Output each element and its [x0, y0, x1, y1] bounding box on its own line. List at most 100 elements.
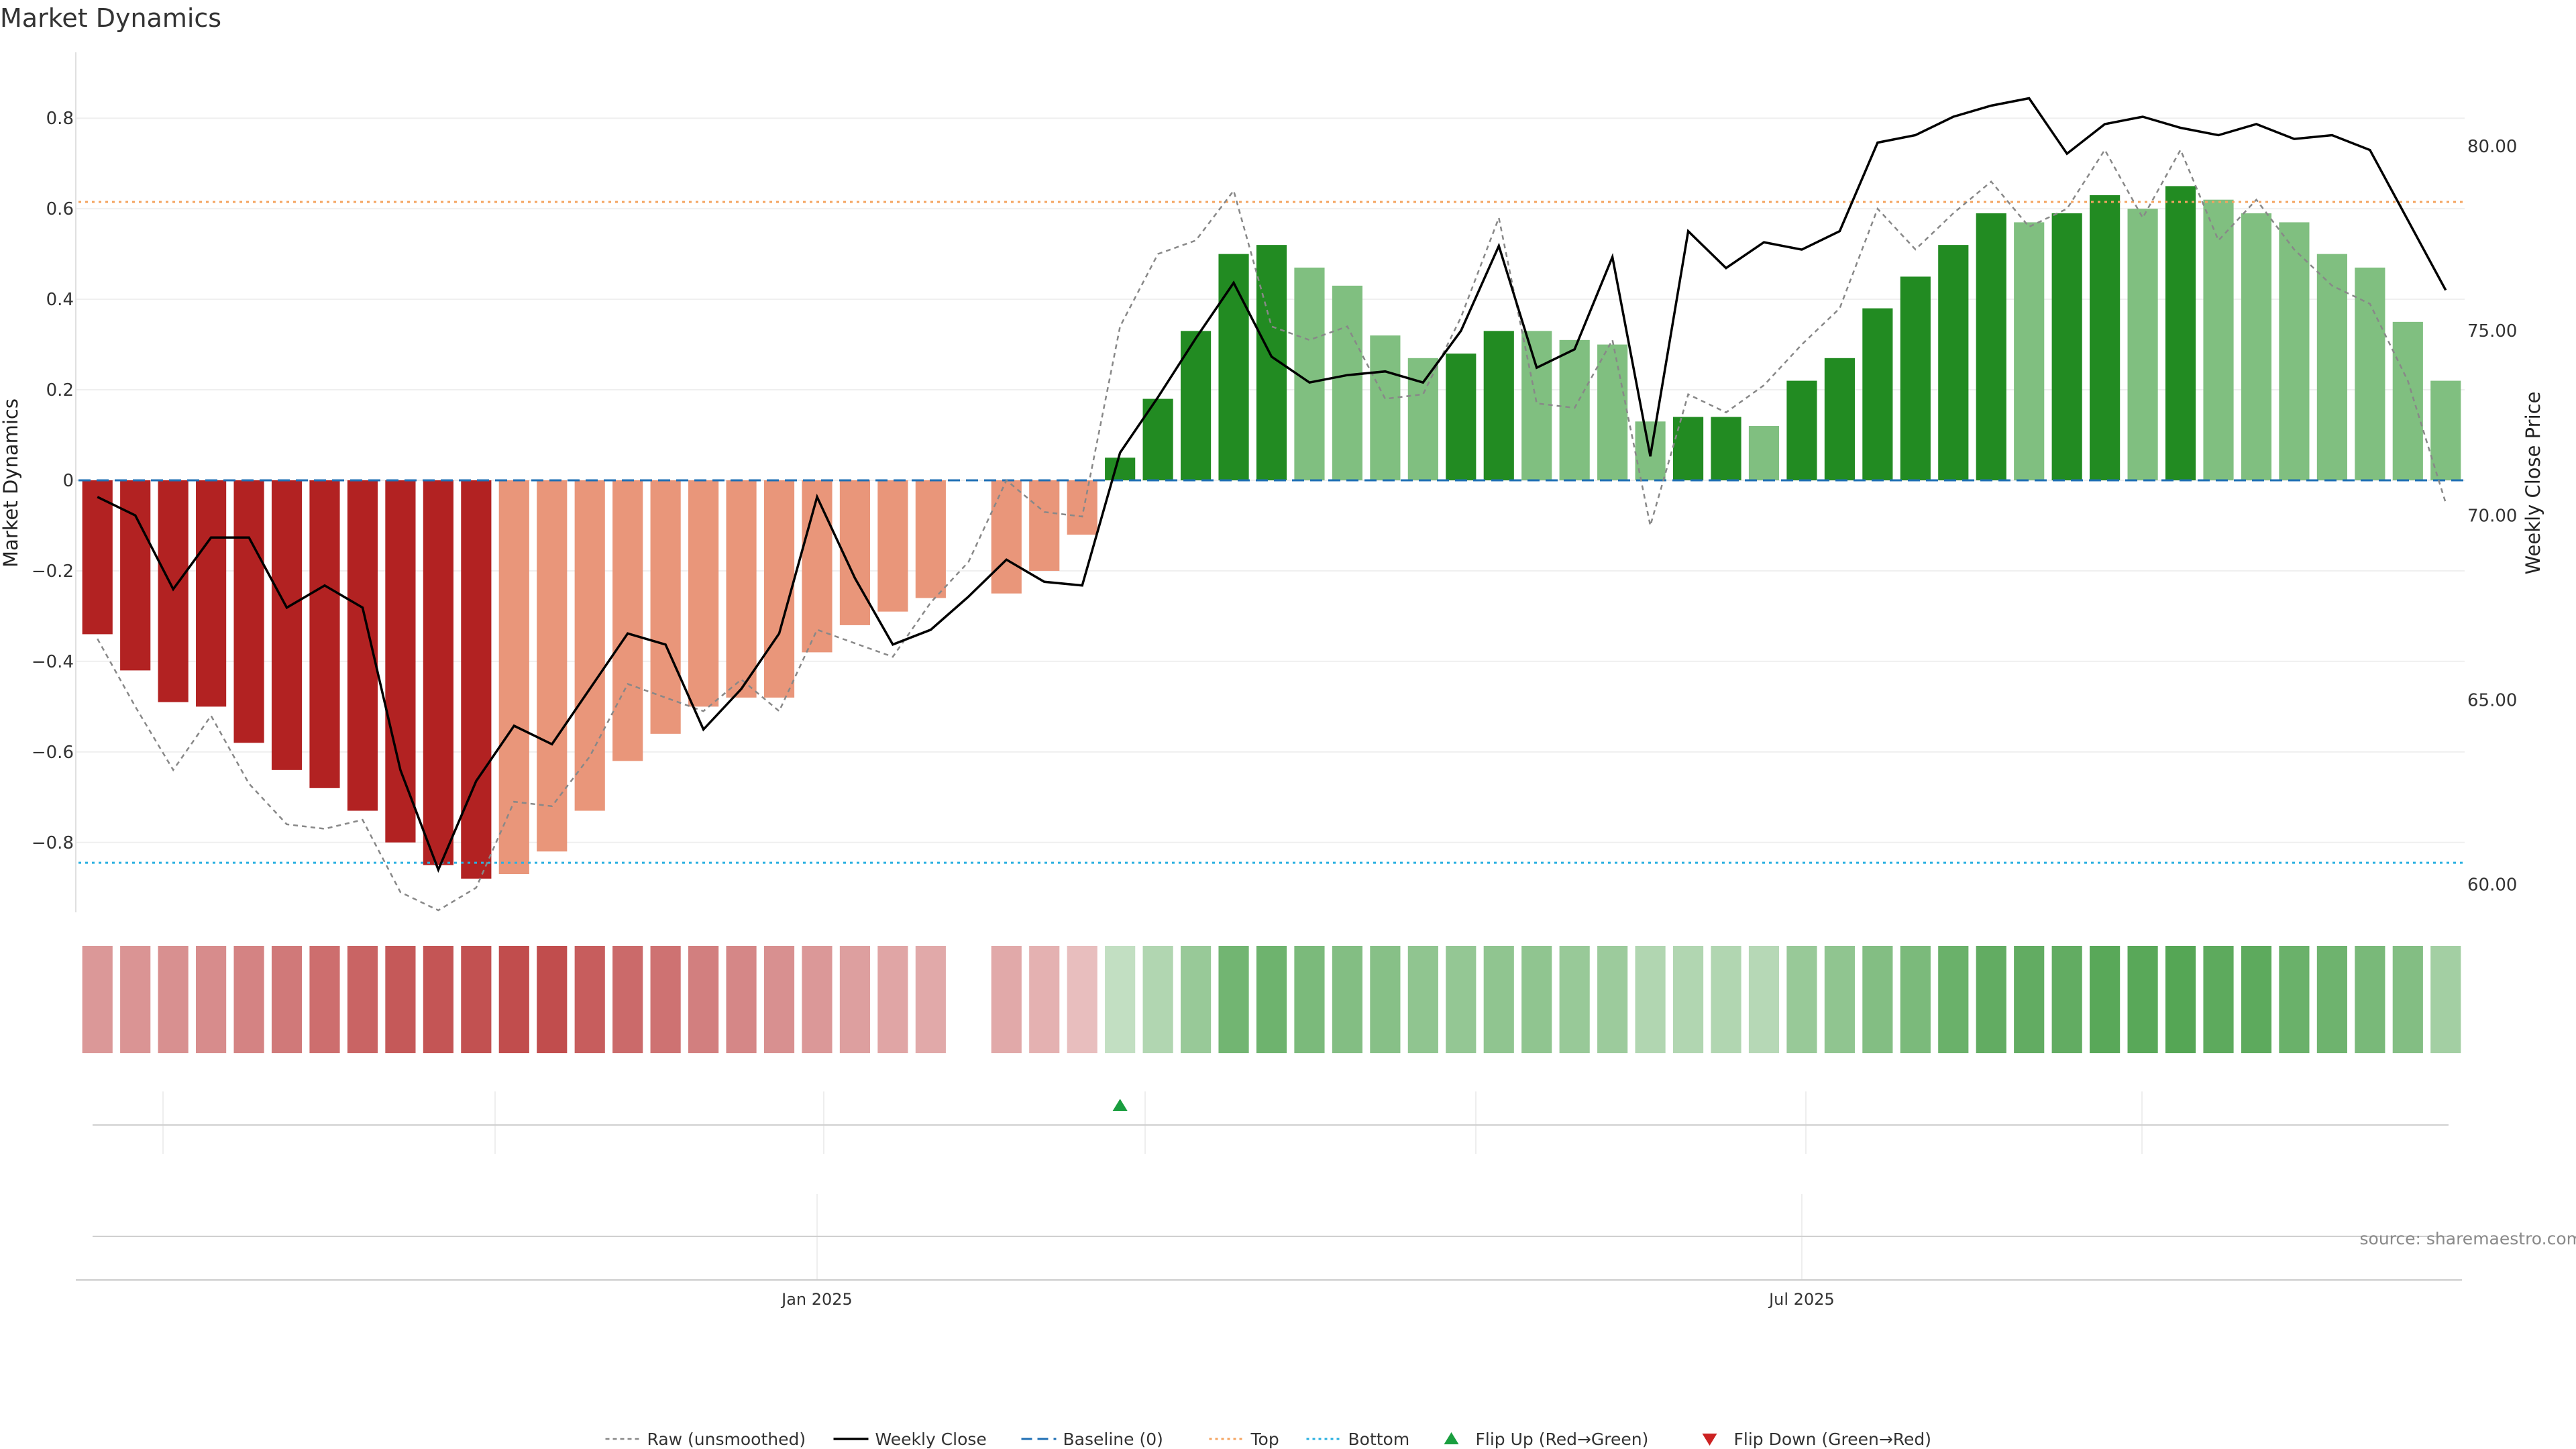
heat-strip-cell — [2316, 946, 2347, 1053]
y2-tick-label: 75.00 — [2467, 321, 2517, 341]
heat-strip-cell — [1218, 946, 1249, 1053]
heat-strip-cell — [726, 946, 757, 1053]
heat-strip-cell — [2392, 946, 2423, 1053]
flip-marker-panel — [93, 1091, 2449, 1154]
heat-strip-cell — [385, 946, 416, 1053]
heat-strip-cell — [1067, 946, 1097, 1053]
heat-strip-cell — [158, 946, 189, 1053]
heat-strip-cell — [271, 946, 303, 1053]
heat-strip-cell — [347, 946, 378, 1053]
market-dynamics-bar — [1407, 358, 1438, 480]
y-axis-right-ticks: 80.00 75.00 70.00 65.00 60.00 — [2467, 137, 2517, 895]
heat-strip-cell — [309, 946, 340, 1053]
y-tick-label: 0.8 — [46, 109, 74, 129]
market-dynamics-bar — [2127, 209, 2158, 480]
y2-tick-label: 80.00 — [2467, 137, 2517, 157]
y-tick-label: 0.6 — [46, 199, 74, 219]
market-dynamics-bar — [612, 480, 643, 761]
market-dynamics-bar — [1672, 417, 1704, 480]
time-axis-panel: Jan 2025 Jul 2025 — [76, 1194, 2462, 1309]
market-dynamics-bar — [726, 480, 757, 698]
market-dynamics-bar — [2051, 213, 2082, 480]
heat-strip-cell — [802, 946, 833, 1053]
heat-strip-cell — [1711, 946, 1741, 1053]
market-dynamics-bar — [763, 480, 795, 698]
main-panel: 0.8 0.6 0.4 0.2 0 −0.2 −0.4 −0.6 −0.8 80.00 75.00… — [0, 52, 2544, 912]
market-dynamics-bar — [1218, 254, 1249, 480]
market-dynamics-bar — [1862, 308, 1893, 480]
heat-strip-cell — [1256, 946, 1287, 1053]
heat-strip-cell — [1559, 946, 1590, 1053]
market-dynamics-bar — [2203, 199, 2234, 480]
heat-strip-cell — [574, 946, 605, 1053]
heat-strip-cell — [612, 946, 643, 1053]
market-dynamics-bar — [688, 480, 719, 707]
heat-strip-cell — [1748, 946, 1780, 1053]
market-dynamics-bar — [1332, 285, 1363, 480]
heat-strip-cell — [915, 946, 946, 1053]
heat-strip-cell — [498, 946, 529, 1053]
heat-strip-cell — [991, 946, 1022, 1053]
x-tick-label: Jan 2025 — [780, 1290, 853, 1309]
market-dynamics-bar — [537, 480, 568, 852]
heat-strip-cell — [537, 946, 568, 1053]
legend-flip-up-icon — [1444, 1432, 1459, 1444]
market-dynamics-bar — [196, 480, 227, 707]
heat-strip-cell — [1786, 946, 1817, 1053]
market-dynamics-bar — [2165, 186, 2196, 480]
y-tick-label: 0.2 — [46, 380, 74, 400]
heat-strip-cell — [2241, 946, 2272, 1053]
heat-strip-cell — [1105, 946, 1136, 1053]
y-tick-label: −0.6 — [32, 743, 74, 763]
heat-strip-cell — [1976, 946, 2006, 1053]
market-dynamics-bar — [1521, 331, 1552, 480]
weekly-close-line — [97, 97, 2447, 873]
market-dynamics-bar — [2316, 254, 2347, 480]
market-dynamics-bar — [991, 480, 1022, 594]
market-dynamics-bar — [309, 480, 340, 788]
heat-strip-cell — [1294, 946, 1325, 1053]
heat-strip-cell — [2051, 946, 2082, 1053]
heat-strip-cell — [2090, 946, 2121, 1053]
market-dynamics-bar — [1976, 213, 2006, 480]
legend-label: Flip Up (Red→Green) — [1476, 1430, 1649, 1449]
flip-markers — [1112, 1099, 1128, 1111]
market-dynamics-bar — [461, 480, 492, 879]
heat-strip-cell — [763, 946, 795, 1053]
heat-strip-cell — [877, 946, 908, 1053]
heat-strip-cell — [82, 946, 113, 1053]
market-dynamics-bar — [1483, 331, 1514, 480]
heat-strip-cell — [650, 946, 681, 1053]
market-dynamics-bar — [1748, 426, 1780, 480]
market-dynamics-bar — [1824, 358, 1855, 480]
market-dynamics-bar — [839, 480, 871, 625]
market-dynamics-bar — [877, 480, 908, 612]
heat-strip-cell — [2430, 946, 2461, 1053]
reference-levels — [78, 201, 2465, 864]
legend-label: Bottom — [1348, 1430, 1410, 1449]
market-dynamics-bar — [498, 480, 529, 875]
market-dynamics-bar — [423, 480, 453, 865]
market-dynamics-bar — [1559, 339, 1590, 480]
heat-strip-cell — [1521, 946, 1552, 1053]
market-dynamics-bar — [2392, 321, 2423, 480]
market-dynamics-bar — [1105, 458, 1136, 480]
market-dynamics-bar — [1597, 344, 1628, 480]
heat-strip-cell — [1142, 946, 1173, 1053]
heat-strip-cell — [461, 946, 492, 1053]
market-dynamics-bars — [82, 186, 2461, 879]
legend-label: Weekly Close — [875, 1430, 987, 1449]
heat-strip-cell — [1597, 946, 1628, 1053]
source-credit: source: sharemaestro.com — [2360, 1229, 2576, 1248]
market-dynamics-bar — [2090, 195, 2121, 480]
heat-strip-cell — [1862, 946, 1893, 1053]
market-dynamics-bar — [1786, 380, 1817, 480]
heat-strip-cell — [1446, 946, 1477, 1053]
market-dynamics-bar — [574, 480, 605, 811]
y-tick-label: −0.4 — [32, 652, 74, 672]
heat-strip-cell — [2279, 946, 2310, 1053]
y-axis-left-ticks: 0.8 0.6 0.4 0.2 0 −0.2 −0.4 −0.6 −0.8 — [32, 109, 74, 853]
heat-strip-cell — [233, 946, 264, 1053]
market-dynamics-bar — [1067, 480, 1097, 535]
market-dynamics-bar — [650, 480, 681, 734]
